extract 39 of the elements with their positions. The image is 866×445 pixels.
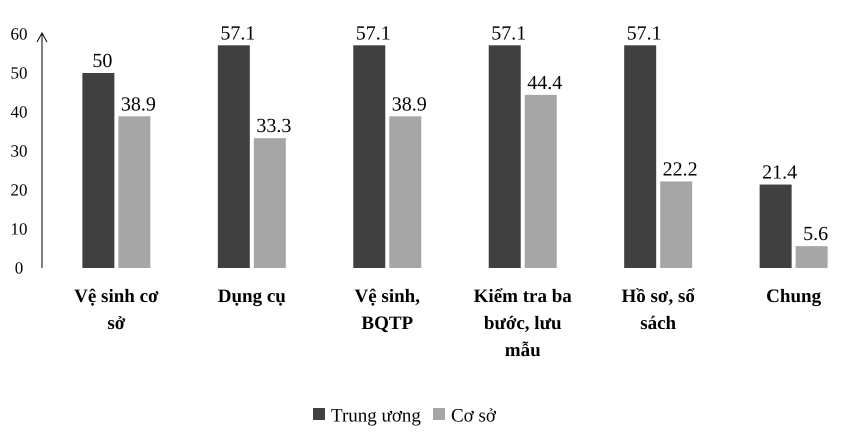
bar [524,94,557,268]
bar [624,45,656,268]
data-label: 50 [92,50,112,72]
data-label: 38.9 [392,93,427,116]
bar [660,181,692,268]
bar [218,45,250,268]
y-tick-label: 0 [14,258,24,278]
bar [82,73,114,268]
y-tick-label: 60 [10,24,28,44]
x-tick-label: Vệ sinh cơ sở [74,286,160,334]
bar [389,116,422,268]
x-tick-label: Dụng cụ [218,286,286,307]
data-label: 44.4 [527,72,562,94]
data-label: 57.1 [220,22,256,44]
y-tick-label: 30 [10,142,28,160]
bar [118,116,150,268]
bar [254,138,286,268]
bar [760,184,792,268]
data-label: 38.9 [120,93,156,116]
data-label: 57.1 [626,22,662,44]
data-label: 57.1 [491,22,526,44]
y-tick-label: 50 [10,64,28,82]
bar [796,246,828,268]
data-label: 57.1 [356,22,391,44]
x-tick-label: Hồ sơ, sổ sách [622,286,696,334]
data-label: 5.6 [803,223,828,246]
y-tick-label: 40 [10,102,28,122]
data-label: 33.3 [256,115,292,138]
x-tick-label: Chung [766,286,822,307]
x-tick-label: Kiểm tra ba bước, lưu mẫu [474,286,572,361]
y-tick-label: 20 [10,180,28,200]
legend-label: Trung ương [331,406,422,427]
data-label: 21.4 [762,162,798,184]
y-tick-label: 10 [10,220,28,238]
bar [488,45,521,268]
data-label: 22.2 [662,158,698,180]
bar [353,45,386,268]
legend-label: Cơ sở [451,406,497,427]
x-tick-label: Vệ sinh, BQTP [354,286,420,334]
